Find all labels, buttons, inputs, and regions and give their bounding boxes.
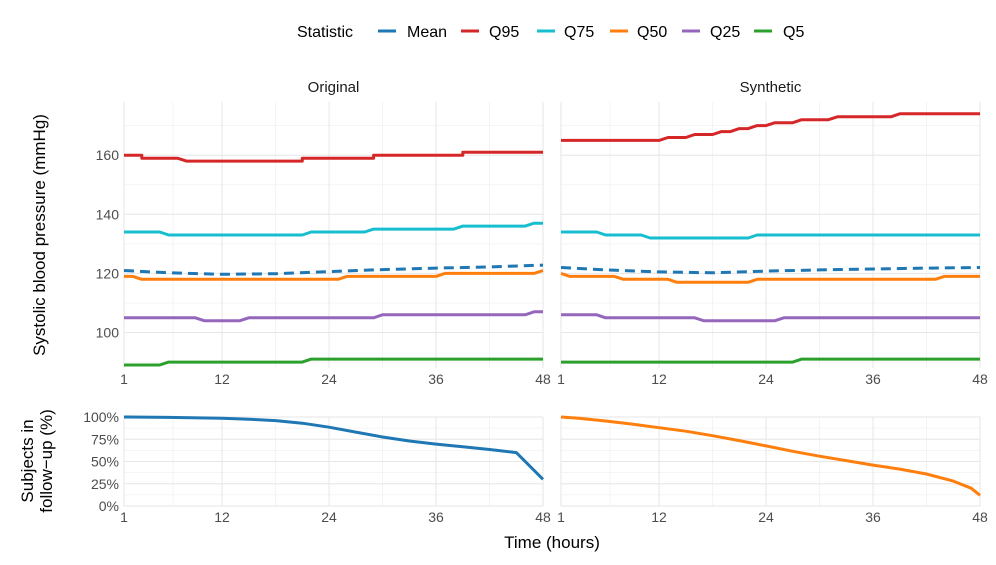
x-tick-label: 1 (557, 371, 565, 387)
series-line-q25-original-top (124, 310, 543, 323)
series-line-q95-original-top (124, 150, 543, 163)
x-tick-label: 12 (214, 509, 230, 525)
x-tick-label: 48 (972, 371, 988, 387)
x-tick-label: 1 (120, 509, 128, 525)
y-tick-label: 120 (96, 265, 120, 281)
panel-synthetic-bottom: 1 12 24 36 48 (557, 415, 988, 525)
legend-label-q75: Q75 (564, 24, 594, 41)
y-tick-label: 100 (96, 325, 120, 341)
x-tick-label: 24 (321, 371, 337, 387)
y-tick-label: 75% (91, 431, 119, 447)
x-tick-label: 48 (972, 509, 988, 525)
x-tick-label: 48 (535, 509, 551, 525)
series-line-q95-synthetic-top (561, 112, 980, 142)
legend-label-q50: Q50 (637, 24, 667, 41)
x-tick-label: 24 (758, 509, 774, 525)
legend-title: Statistic (297, 24, 353, 41)
x-tick-label: 36 (428, 371, 444, 387)
series-line-q5-synthetic-top (561, 357, 980, 364)
x-tick-label: 24 (758, 371, 774, 387)
x-tick-label: 12 (651, 371, 667, 387)
y-tick-label: 100% (83, 409, 119, 425)
series-line-q50-original-top (124, 269, 544, 281)
legend-label-q5: Q5 (783, 24, 804, 41)
x-tick-label: 12 (651, 509, 667, 525)
y-tick-label: 140 (96, 206, 120, 222)
x-tick-label: 48 (535, 371, 551, 387)
legend-label-q25: Q25 (710, 24, 740, 41)
series-line-q25-synthetic-top (561, 313, 980, 323)
y-axis-title-top: Systolic blood pressure (mmHg) (30, 114, 49, 356)
panel-original-bottom: 1 12 24 36 48 0% 25% 50% 75% 100% (83, 409, 551, 525)
panel-synthetic-top: 1 12 24 36 48 Synthetic (557, 79, 988, 387)
x-axis-title: Time (hours) (504, 533, 600, 552)
facet-strip-synthetic: Synthetic (740, 79, 802, 96)
facet-strip-original: Original (308, 79, 360, 96)
series-line-q75-synthetic-top (561, 230, 980, 240)
x-tick-label: 24 (321, 509, 337, 525)
panel-original-top: 1 12 24 36 48 100 120 140 160 Original (96, 79, 551, 387)
y-tick-label: 50% (91, 454, 119, 470)
y-tick-label: 0% (99, 498, 119, 514)
x-tick-label: 12 (214, 371, 230, 387)
legend-label-q95: Q95 (489, 24, 519, 41)
series-line-mean-synthetic-top (560, 266, 981, 275)
y-axis-title-bottom-line2: follow−up (%) (37, 409, 56, 512)
x-tick-label: 1 (557, 509, 565, 525)
series-line-synthetic-synthetic-bottom (560, 415, 981, 497)
series-line-q5-original-top (124, 357, 543, 367)
legend-label-mean: Mean (407, 24, 447, 41)
axis-titles: Time (hours) Systolic blood pressure (mmH… (18, 114, 600, 552)
facet-panels: 1 12 24 36 48 100 120 140 160 Original 1 12 24 36 48 Sy… (83, 79, 988, 525)
y-tick-label: 25% (91, 476, 119, 492)
x-tick-label: 1 (120, 371, 128, 387)
legend: Statistic Mean Q95 Q75 Q50 Q25 Q5 (297, 24, 804, 41)
x-tick-label: 36 (865, 371, 881, 387)
series-line-q50-synthetic-top (560, 271, 980, 284)
y-tick-label: 160 (96, 147, 120, 163)
y-axis-title-bottom-line1: Subjects in (18, 419, 37, 502)
x-tick-label: 36 (865, 509, 881, 525)
series-line-q75-original-top (124, 221, 543, 237)
series-line-original-original-bottom (123, 415, 545, 481)
x-tick-label: 36 (428, 509, 444, 525)
